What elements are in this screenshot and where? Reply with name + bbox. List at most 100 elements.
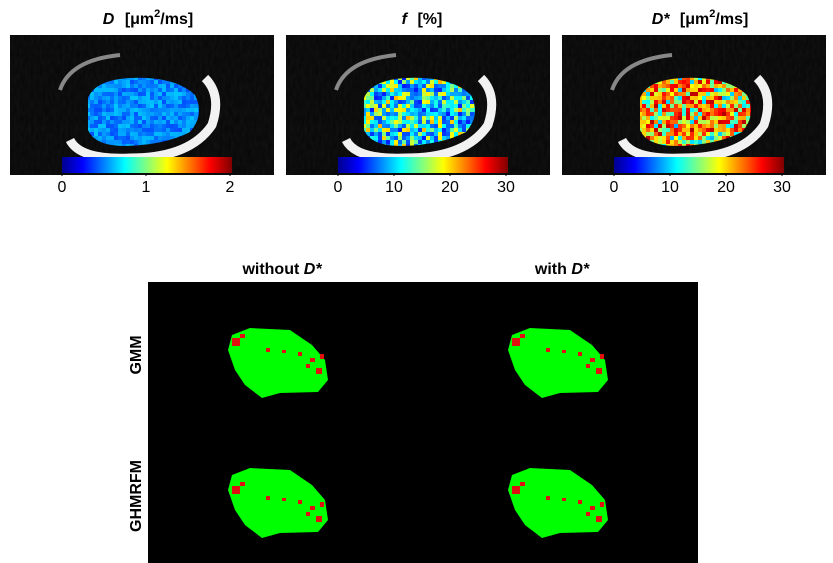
map-pixel [466,96,470,100]
map-pixel [126,120,130,124]
map-pixel [390,108,394,112]
map-pixel [154,116,158,120]
map-pixel [438,136,442,140]
map-pixel [162,80,166,84]
map-pixel [98,124,102,128]
map-pixel [434,96,438,100]
map-pixel [102,100,106,104]
map-pixel [110,96,114,100]
map-pixel [738,124,742,128]
map-pixel [386,96,390,100]
map-pixel [694,77,698,80]
lesion-class [590,358,595,362]
map-pixel [154,112,158,116]
map-pixel [640,124,642,128]
map-pixel [134,84,138,88]
map-pixel [386,100,390,104]
map-pixel [90,92,94,96]
map-pixel [414,96,418,100]
map-pixel [130,116,134,120]
map-pixel [122,96,126,100]
map-pixel [394,100,398,104]
map-pixel [410,144,414,146]
map-pixel [746,116,750,120]
map-pixel [398,112,402,116]
map-pixel [662,136,666,140]
map-pixel [690,132,694,136]
map-pixel [734,120,738,124]
map-pixel [162,92,166,96]
map-pixel [402,77,406,80]
map-pixel [642,128,646,132]
map-pixel [134,77,138,80]
map-pixel [158,104,162,108]
map-pixel [190,100,194,104]
map-pixel [94,132,98,136]
map-pixel [726,132,730,136]
row-label: GHMRFM [128,460,145,532]
map-pixel [714,80,718,84]
map-pixel [110,120,114,124]
map-pixel [682,120,686,124]
map-pixel [94,112,98,116]
map-pixel [678,88,682,92]
map-pixel [662,140,666,144]
map-pixel [378,108,382,112]
map-pixel [446,88,450,92]
map-pixel [98,116,102,120]
map-pixel [190,104,194,108]
map-pixel [418,136,422,140]
map-pixel [138,108,142,112]
map-pixel [378,136,382,140]
map-pixel [110,80,114,84]
map-pixel [662,88,666,92]
map-pixel [706,132,710,136]
map-pixel [690,140,694,144]
map-pixel [88,128,90,132]
map-pixel [678,128,682,132]
map-pixel [178,120,182,124]
map-pixel [462,128,466,132]
map-pixel [454,92,458,96]
map-pixel [674,88,678,92]
map-pixel [738,112,742,116]
map-pixel [458,120,462,124]
map-pixel [714,124,718,128]
map-pixel [666,80,670,84]
map-pixel [422,132,426,136]
map-pixel [190,108,194,112]
map-pixel [422,96,426,100]
map-pixel [122,124,126,128]
unit-sup: 2 [154,8,160,20]
map-pixel [686,132,690,136]
lesion-class [316,368,322,374]
lesion-class [600,354,604,359]
map-pixel [174,108,178,112]
map-pixel [170,128,174,132]
map-pixel [718,108,722,112]
map-pixel [154,100,158,104]
map-pixel [670,104,674,108]
map-pixel [402,128,406,132]
map-pixel [470,108,474,112]
map-pixel [658,80,662,84]
map-pixel [406,144,410,146]
map-pixel [142,77,146,80]
map-pixel [726,100,730,104]
map-pixel [666,88,670,92]
map-pixel [194,116,198,120]
map-pixel [690,136,694,140]
map-pixel [386,84,390,88]
map-pixel [130,84,134,88]
map-pixel [722,120,726,124]
map-pixel [654,108,658,112]
map-pixel [646,92,650,96]
map-pixel [714,128,718,132]
map-pixel [194,104,198,108]
map-pixel [446,100,450,104]
map-pixel [454,100,458,104]
lesion-class [578,352,582,356]
tissue-rim [334,53,397,91]
map-pixel [698,92,702,96]
map-pixel [698,108,702,112]
